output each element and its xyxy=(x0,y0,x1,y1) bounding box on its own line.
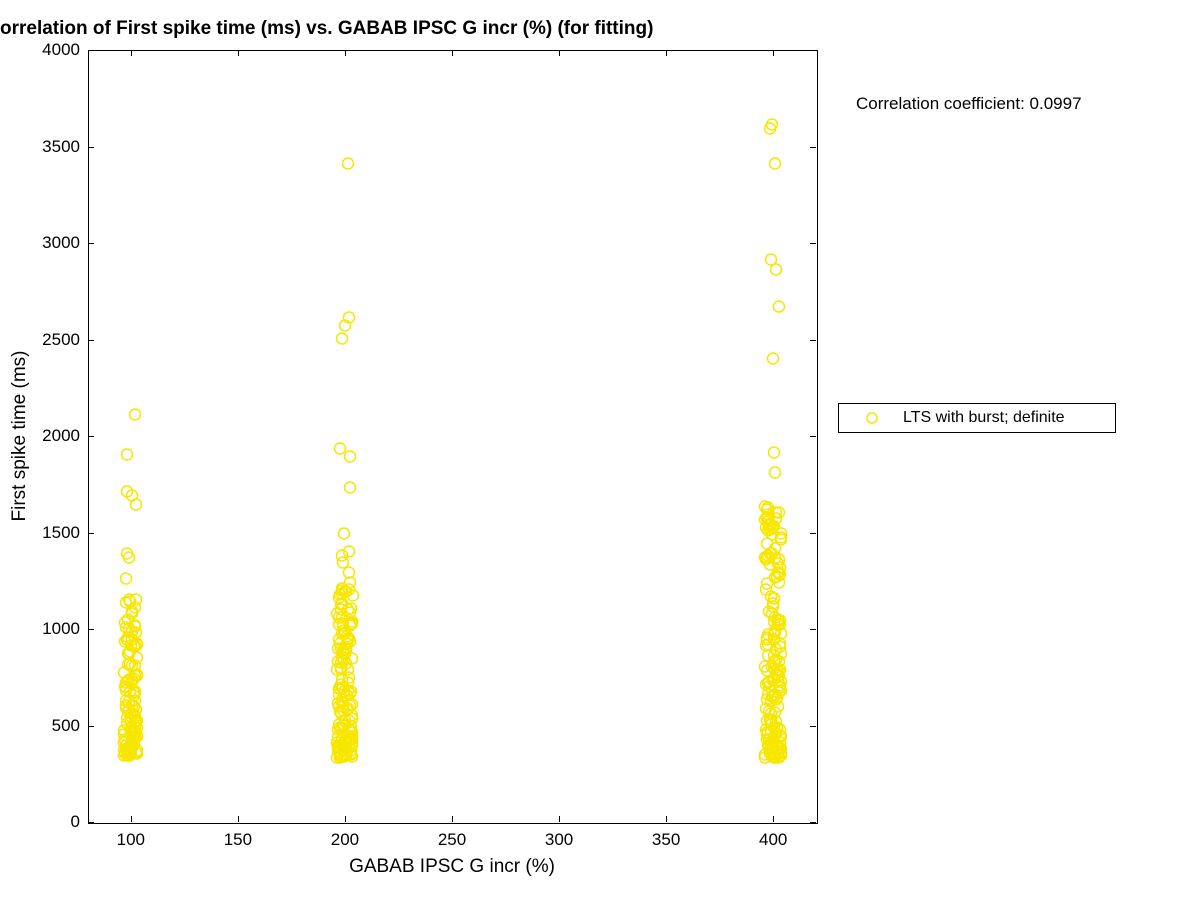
y-tick xyxy=(88,243,94,244)
x-tick xyxy=(131,816,132,822)
data-point xyxy=(771,721,784,739)
x-tick xyxy=(559,50,560,56)
y-tick xyxy=(88,726,94,727)
data-point xyxy=(775,742,788,760)
y-tick xyxy=(810,822,816,823)
data-point xyxy=(768,520,781,538)
data-point xyxy=(761,688,774,706)
x-tick xyxy=(666,50,667,56)
data-point xyxy=(767,673,780,691)
y-tick xyxy=(810,726,816,727)
legend-label: LTS with burst; definite xyxy=(903,409,1065,427)
plot-area xyxy=(88,50,818,824)
data-point xyxy=(765,607,778,625)
correlation-annotation: Correlation coefficient: 0.0997 xyxy=(856,94,1082,114)
data-point xyxy=(335,611,348,629)
x-tick xyxy=(238,816,239,822)
x-tick xyxy=(773,50,774,56)
data-point xyxy=(337,719,350,737)
data-point xyxy=(762,549,775,567)
data-point xyxy=(117,744,130,762)
data-point xyxy=(121,634,134,652)
y-tick xyxy=(810,50,816,51)
x-tick-label: 350 xyxy=(652,830,680,850)
y-tick xyxy=(88,822,94,823)
y-tick-label: 1000 xyxy=(34,619,80,639)
y-tick-label: 3500 xyxy=(34,137,80,157)
data-point xyxy=(338,527,351,545)
data-point xyxy=(121,485,134,503)
x-tick xyxy=(452,50,453,56)
data-point xyxy=(767,352,780,370)
y-tick-label: 2500 xyxy=(34,330,80,350)
data-point xyxy=(768,157,781,175)
data-point xyxy=(341,157,354,175)
data-point xyxy=(765,253,778,271)
x-tick xyxy=(773,816,774,822)
legend: LTS with burst; definite xyxy=(838,403,1116,433)
y-tick-label: 0 xyxy=(34,812,80,832)
data-point xyxy=(767,628,780,646)
data-point xyxy=(344,481,357,499)
data-point xyxy=(343,545,356,563)
data-point xyxy=(129,408,142,426)
data-point xyxy=(119,572,132,590)
data-point xyxy=(341,630,354,648)
y-tick-label: 2000 xyxy=(34,426,80,446)
x-tick xyxy=(666,816,667,822)
data-point xyxy=(768,446,781,464)
x-tick xyxy=(238,50,239,56)
data-point xyxy=(336,696,349,714)
x-axis-label: GABAB IPSC G incr (%) xyxy=(349,856,555,878)
y-tick-label: 4000 xyxy=(34,40,80,60)
y-tick xyxy=(88,436,94,437)
data-point xyxy=(335,656,348,674)
x-tick xyxy=(345,816,346,822)
x-tick-label: 300 xyxy=(545,830,573,850)
x-tick xyxy=(452,816,453,822)
x-tick-label: 400 xyxy=(759,830,787,850)
x-tick-label: 200 xyxy=(331,830,359,850)
x-tick xyxy=(559,816,560,822)
y-tick-label: 500 xyxy=(34,716,80,736)
y-tick-label: 3000 xyxy=(34,233,80,253)
y-tick xyxy=(810,147,816,148)
x-tick-label: 100 xyxy=(117,830,145,850)
data-point xyxy=(342,311,355,329)
legend-marker-icon xyxy=(849,411,895,425)
y-tick xyxy=(810,436,816,437)
data-point xyxy=(761,503,774,521)
y-axis-label: First spike time (ms) xyxy=(9,351,31,522)
x-tick xyxy=(345,50,346,56)
data-point xyxy=(337,750,350,768)
data-point xyxy=(768,466,781,484)
data-point xyxy=(334,442,347,460)
data-point xyxy=(763,705,776,723)
y-tick xyxy=(810,243,816,244)
y-tick xyxy=(810,629,816,630)
data-point xyxy=(765,118,778,136)
x-tick xyxy=(131,50,132,56)
x-tick-label: 250 xyxy=(438,830,466,850)
y-tick xyxy=(810,340,816,341)
chart-title: orrelation of First spike time (ms) vs. … xyxy=(0,18,800,40)
y-tick xyxy=(88,147,94,148)
y-tick xyxy=(88,50,94,51)
y-tick xyxy=(810,533,816,534)
data-point xyxy=(124,677,137,695)
y-tick xyxy=(88,340,94,341)
y-tick xyxy=(88,629,94,630)
data-point xyxy=(773,568,786,586)
data-point xyxy=(123,657,136,675)
y-tick-label: 1500 xyxy=(34,523,80,543)
data-point xyxy=(121,448,134,466)
y-tick xyxy=(88,533,94,534)
data-point xyxy=(123,593,136,611)
data-point xyxy=(124,715,137,733)
data-point xyxy=(121,547,134,565)
data-point xyxy=(773,300,786,318)
x-tick-label: 150 xyxy=(224,830,252,850)
